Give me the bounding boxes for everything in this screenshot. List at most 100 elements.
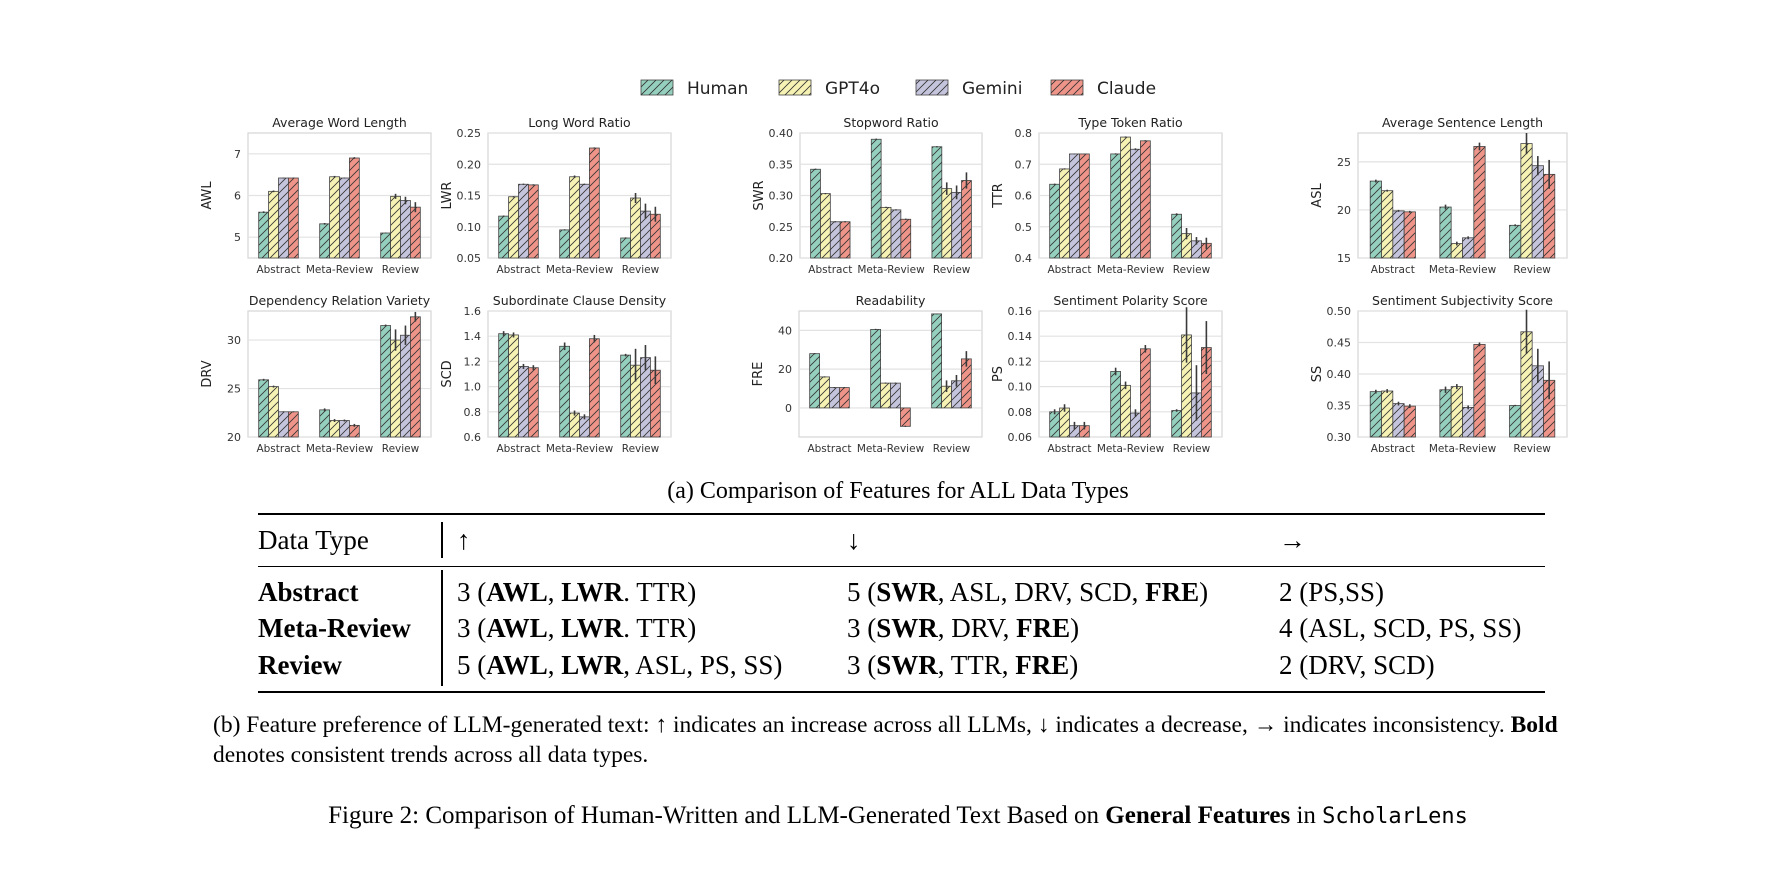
y-tick-label: 25 [1337, 156, 1351, 169]
bar-hatch [1543, 174, 1555, 258]
figure-caption: Figure 2: Comparison of Human-Written an… [0, 802, 1786, 830]
bar-hatch [1069, 425, 1080, 437]
table-divider [441, 522, 443, 558]
x-tick-label: Meta-Review [306, 264, 374, 276]
y-tick-label: 30 [227, 334, 241, 347]
bar-hatch [1404, 406, 1416, 437]
text-run: denotes consistent trends across all dat… [213, 742, 649, 768]
bar-hatch [349, 425, 360, 437]
row-label: Review [258, 650, 342, 680]
y-tick-label: 0.30 [769, 190, 794, 203]
text-run: 5 ( [847, 577, 877, 607]
y-tick-label: 0.25 [457, 127, 482, 140]
bar-hatch [339, 178, 350, 258]
bold-text: AWL [486, 577, 548, 607]
bar-hatch [870, 329, 881, 408]
chart-asl: 15 20 25 ASL Average Sentence Length Abstract… [1310, 115, 1568, 276]
y-tick-label: 1.2 [464, 355, 482, 368]
table-cell: 3 (SWR, TTR, FRE) [847, 650, 1078, 680]
x-tick-label: Review [1173, 264, 1211, 276]
bar-hatch [1381, 190, 1393, 258]
caption-b: (b) Feature preference of LLM-generated … [213, 710, 1593, 770]
bar-hatch [579, 184, 590, 258]
chart-title: Type Token Ratio [1077, 115, 1182, 130]
bold-text: SWR [876, 650, 938, 680]
y-tick-label: 0.40 [1327, 368, 1352, 381]
bar-hatch [518, 366, 529, 437]
bar-hatch [839, 387, 850, 408]
bar-hatch [1392, 403, 1405, 437]
bar-hatch [640, 357, 651, 437]
legend-item-gemini: Gemini [915, 79, 1022, 99]
bar-hatch [941, 386, 952, 408]
text-run: in [1290, 802, 1323, 829]
text-run: , TTR, [937, 650, 1016, 680]
y-tick-label: 0.4 [1015, 252, 1033, 265]
legend-swatch-hatch [916, 80, 948, 95]
chart-ss: 0.30 0.35 0.40 0.45 0.50 SS Sentiment Subjecti… [1310, 293, 1568, 455]
table-cell: 5 (SWR, ASL, DRV, SCD, FRE) [847, 577, 1208, 607]
x-tick-label: Meta-Review [1429, 443, 1497, 455]
bar-hatch [508, 196, 519, 258]
x-tick-label: Review [933, 443, 971, 455]
bar-hatch [820, 193, 831, 258]
bar-hatch [830, 221, 841, 258]
text-run: 2 (DRV, SCD) [1279, 650, 1435, 680]
bar-hatch [650, 370, 661, 437]
bar-hatch [589, 148, 600, 258]
y-tick-label: 0.14 [1008, 330, 1033, 343]
bar-hatch [900, 219, 911, 258]
bar-hatch [1049, 184, 1060, 258]
chart-title: Subordinate Clause Density [493, 293, 667, 308]
y-tick-label: 0.8 [1015, 127, 1033, 140]
text-run: ScholarLens [1322, 804, 1468, 829]
bold-text: General Features [1105, 802, 1291, 829]
table-cell: 3 (AWL, LWR. TTR) [457, 613, 696, 643]
y-tick-label: 1.0 [464, 381, 482, 394]
bar-hatch [508, 334, 519, 437]
x-tick-label: Meta-Review [546, 443, 614, 455]
bar-hatch [329, 176, 340, 258]
bar-hatch [288, 178, 299, 258]
bar-hatch [1532, 165, 1544, 258]
bar-hatch [1520, 331, 1533, 437]
bar-hatch [1439, 389, 1452, 437]
y-tick-label: 0.45 [1327, 337, 1352, 350]
bar-hatch [329, 420, 340, 437]
bar-hatch [258, 212, 269, 258]
bar-hatch [528, 184, 539, 258]
chart-drv: 20 25 30 DRV Dependency Relation Variety Abst… [200, 293, 432, 455]
bar-hatch [410, 316, 421, 437]
text-run: , [547, 613, 562, 643]
chart-title: Sentiment Polarity Score [1053, 293, 1208, 308]
chart-swr: 0.20 0.25 0.30 0.35 0.40 SWR Stopword Ratio Abs… [752, 115, 983, 276]
x-tick-label: Meta-Review [857, 264, 925, 276]
bar-hatch [951, 192, 962, 258]
y-tick-label: 0.6 [464, 431, 482, 444]
table-cell: 3 (AWL, LWR. TTR) [457, 577, 696, 607]
bar-hatch [498, 216, 509, 258]
table-cell: 2 (PS,SS) [1279, 577, 1384, 607]
text-run: , ASL, DRV, SCD, [937, 577, 1146, 607]
bar-hatch [1532, 365, 1544, 437]
table-cell: 4 (ASL, SCD, PS, SS) [1279, 613, 1521, 643]
bar-hatch [400, 335, 411, 437]
text-run: ) [1199, 577, 1209, 607]
legend-label: GPT4o [825, 79, 880, 99]
y-tick-label: 0.20 [457, 158, 482, 171]
y-axis-label: LWR [440, 182, 455, 210]
bold-text: LWR [561, 613, 624, 643]
chart-title: Stopword Ratio [843, 115, 938, 130]
chart-awl: 5 6 7 AWL Average Word Length Abstract Meta-Re… [200, 115, 432, 276]
y-tick-label: 0.12 [1008, 355, 1033, 368]
x-tick-label: Review [622, 264, 660, 276]
y-tick-label: 0.50 [1327, 305, 1352, 318]
bar-hatch [961, 358, 972, 408]
bar-hatch [819, 376, 830, 408]
y-tick-label: 0.06 [1008, 431, 1033, 444]
bar-hatch [569, 176, 580, 258]
legend-item-claude: Claude [1050, 79, 1156, 99]
bar-hatch [1404, 211, 1416, 258]
bar-hatch [1110, 371, 1121, 437]
bar-hatch [890, 383, 901, 408]
